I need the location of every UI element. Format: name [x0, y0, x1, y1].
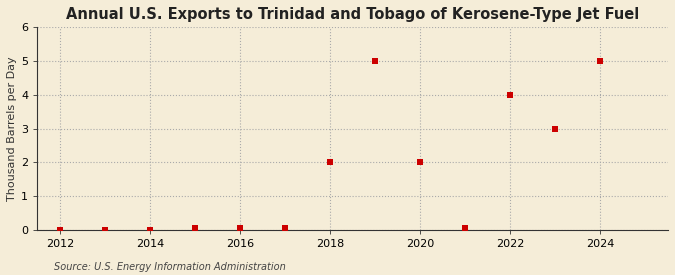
Point — [235, 226, 246, 230]
Title: Annual U.S. Exports to Trinidad and Tobago of Kerosene-Type Jet Fuel: Annual U.S. Exports to Trinidad and Toba… — [66, 7, 639, 22]
Point — [99, 228, 110, 232]
Point — [279, 226, 290, 230]
Point — [190, 226, 200, 230]
Point — [415, 160, 426, 164]
Text: Source: U.S. Energy Information Administration: Source: U.S. Energy Information Administ… — [54, 262, 286, 272]
Point — [550, 126, 561, 131]
Point — [505, 93, 516, 97]
Point — [370, 59, 381, 63]
Point — [144, 228, 155, 232]
Point — [595, 59, 606, 63]
Point — [55, 228, 65, 232]
Point — [325, 160, 335, 164]
Y-axis label: Thousand Barrels per Day: Thousand Barrels per Day — [7, 56, 17, 201]
Point — [460, 226, 470, 230]
